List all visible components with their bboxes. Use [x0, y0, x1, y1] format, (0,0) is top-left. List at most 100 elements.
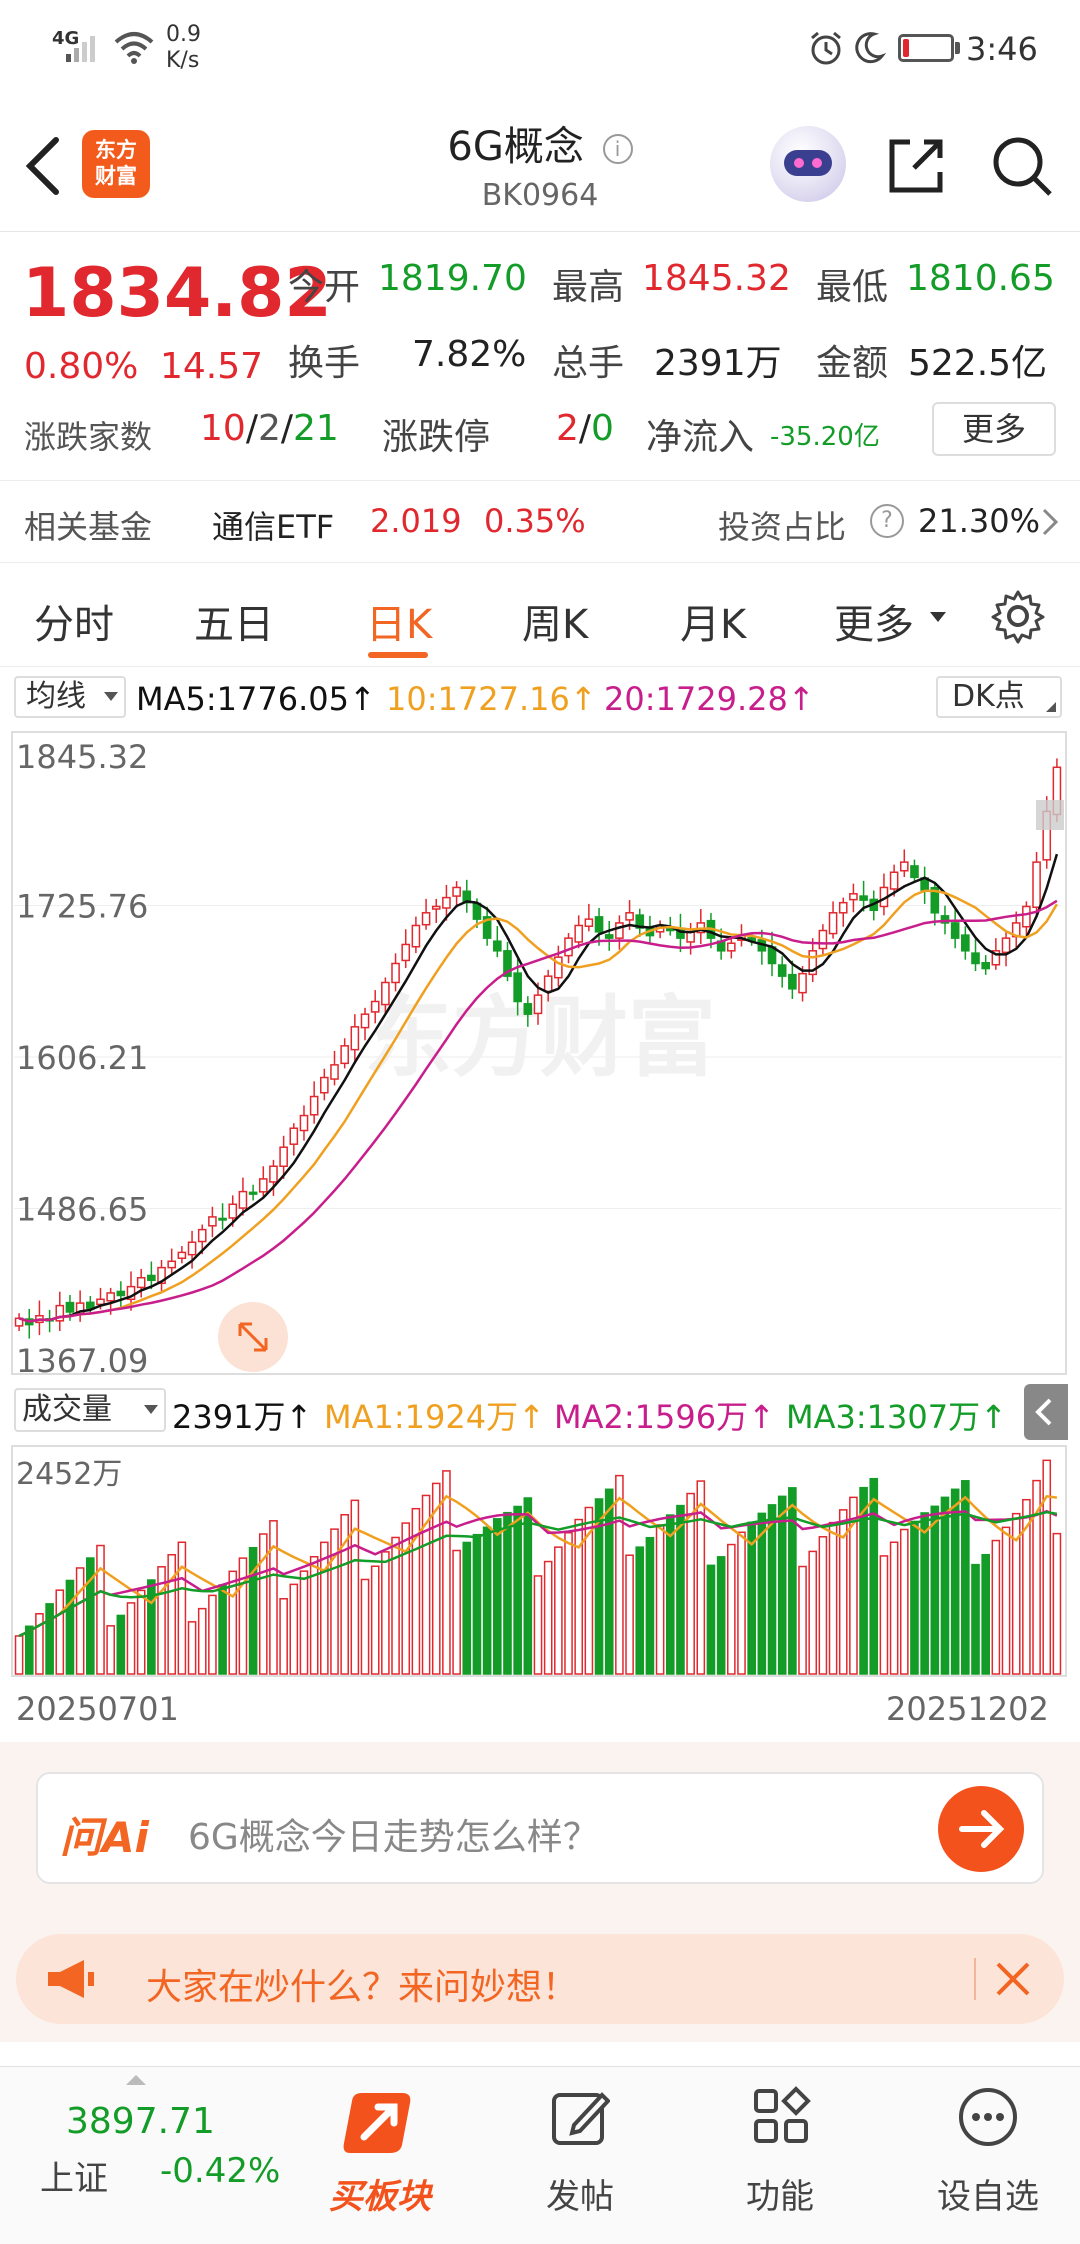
promo-banner[interactable]: 大家在炒什么？来问妙想！: [16, 1934, 1064, 2024]
volume-bar: [309, 1556, 319, 1675]
amount-label: 金额: [816, 343, 889, 384]
volume-bar: [411, 1507, 421, 1675]
volume-bar: [655, 1524, 665, 1675]
candle: [625, 912, 634, 921]
ai-search-box[interactable]: 问Ai 6G概念今日走势怎么样？: [36, 1772, 1044, 1884]
index-name: 上证: [40, 2159, 108, 2199]
volume-bar: [35, 1613, 44, 1675]
buy-sector-button[interactable]: 买板块: [320, 2081, 440, 2231]
volume-chart[interactable]: 2452万: [0, 1444, 1080, 1678]
more-quote-button[interactable]: 更多: [932, 402, 1056, 456]
volume-bar: [1032, 1479, 1041, 1675]
netflow-label: 净流入: [646, 417, 755, 458]
tab-five-day[interactable]: 五日: [194, 602, 274, 648]
volume-bar: [320, 1541, 329, 1675]
add-watchlist-button[interactable]: 设自选: [918, 2081, 1058, 2231]
wifi-icon: [114, 32, 154, 64]
ai-robot-avatar[interactable]: [770, 126, 846, 202]
volume-bar: [879, 1555, 889, 1675]
speed-unit: K/s: [166, 48, 200, 73]
volume-bar: [665, 1514, 675, 1675]
close-icon[interactable]: [992, 1958, 1034, 2000]
volume-ma3: MA3:1307万↑: [786, 1398, 1007, 1436]
candle: [116, 1290, 126, 1297]
candle: [1022, 905, 1031, 928]
gear-icon[interactable]: [990, 588, 1046, 644]
ma-select[interactable]: 均线: [14, 676, 126, 718]
back-arrow-icon[interactable]: [20, 134, 64, 198]
volume-bar: [187, 1621, 197, 1675]
volume-bar: [462, 1541, 472, 1675]
more-dots-icon: [959, 2088, 1017, 2146]
volume-bar: [1042, 1459, 1052, 1675]
volume-bar: [788, 1487, 797, 1675]
volume-bar: [472, 1533, 482, 1675]
volume-bar: [370, 1565, 380, 1675]
collapse-panel-button[interactable]: [1024, 1384, 1068, 1440]
volume-bar: [289, 1583, 299, 1675]
volume-bar: [197, 1607, 207, 1675]
volume-bar: [381, 1551, 390, 1675]
post-button[interactable]: 发帖: [520, 2081, 640, 2231]
volume-select[interactable]: 成交量: [14, 1388, 166, 1432]
candle: [401, 943, 411, 962]
volume-bar: [248, 1546, 258, 1675]
tab-intraday[interactable]: 分时: [34, 602, 114, 648]
help-icon[interactable]: ?: [870, 504, 904, 538]
alarm-icon: [811, 31, 841, 65]
ma5-line: [18, 853, 1059, 1323]
tab-more[interactable]: 更多: [834, 602, 914, 648]
candle: [818, 929, 828, 950]
dk-point-button[interactable]: DK点: [936, 676, 1062, 718]
volume-bar: [65, 1579, 75, 1675]
candle: [777, 964, 787, 977]
ma5-value: MA5:1776.05↑: [136, 680, 376, 718]
volume-select-label: 成交量: [22, 1392, 112, 1427]
volume-bar: [258, 1533, 268, 1675]
volume-bar: [767, 1504, 777, 1675]
volume-bar: [543, 1560, 553, 1675]
candle: [157, 1266, 166, 1285]
fund-label: 相关基金: [24, 508, 153, 546]
volume-bar: [849, 1496, 858, 1675]
volume-bar: [45, 1603, 54, 1675]
candle: [106, 1292, 115, 1302]
volume-bar: [686, 1492, 695, 1675]
candle: [289, 1127, 299, 1145]
functions-button[interactable]: 功能: [720, 2081, 840, 2231]
volume-bar: [136, 1589, 146, 1675]
tab-weekly-k[interactable]: 周K: [522, 602, 589, 648]
signal-icon: [66, 36, 95, 62]
volume-bar: [889, 1541, 899, 1675]
volume-bar: [503, 1511, 512, 1675]
fullscreen-button[interactable]: [218, 1302, 288, 1372]
search-icon[interactable]: [990, 134, 1054, 198]
candle: [360, 1013, 370, 1029]
ma20-value: 20:1729.28↑: [604, 680, 815, 718]
candle: [523, 1003, 533, 1015]
start-date: 20250701: [16, 1690, 179, 1728]
index-value[interactable]: 3897.71: [66, 2101, 215, 2142]
volume-bar: [594, 1498, 604, 1675]
volume-bar: [859, 1486, 868, 1675]
candle: [411, 924, 421, 948]
volume-bar: [228, 1570, 238, 1675]
tab-daily-k[interactable]: 日K: [366, 602, 433, 648]
tab-monthly-k[interactable]: 月K: [680, 602, 747, 648]
open-label: 今开: [288, 267, 361, 308]
volume-bar: [961, 1480, 970, 1675]
candle: [808, 950, 818, 976]
netflow-value: -35.20亿: [770, 422, 880, 452]
candle: [482, 916, 492, 939]
candle: [594, 916, 604, 933]
ai-submit-button[interactable]: [938, 1786, 1024, 1872]
candle: [340, 1045, 349, 1065]
caret-down-icon: [104, 692, 118, 701]
share-icon[interactable]: [884, 134, 948, 198]
volume-ma2: MA2:1596万↑: [554, 1398, 775, 1436]
candle: [838, 901, 848, 914]
info-icon[interactable]: i: [602, 134, 633, 164]
network-label: 4G: [52, 28, 80, 49]
candle: [564, 937, 573, 957]
